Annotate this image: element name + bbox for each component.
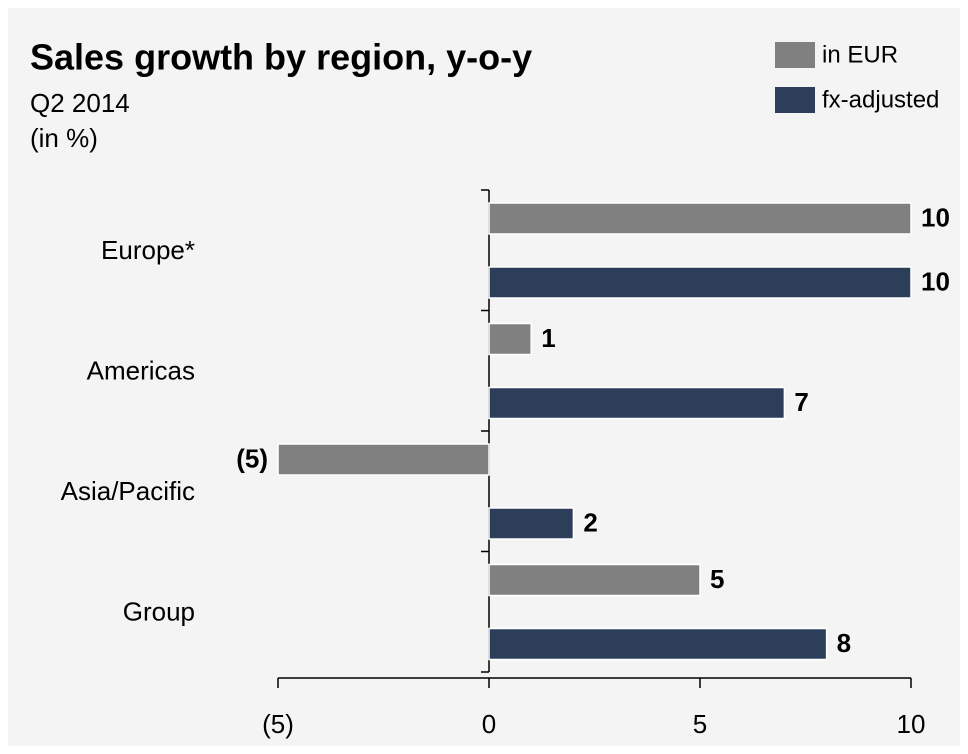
value-label: 10 — [921, 266, 950, 296]
legend-swatch — [775, 87, 815, 113]
value-label: 10 — [921, 202, 950, 232]
x-tick-label: 5 — [693, 709, 707, 739]
bar — [488, 266, 912, 299]
subtitle: Q2 2014 — [30, 88, 130, 118]
bar — [488, 386, 786, 420]
subtitle: (in %) — [30, 123, 98, 153]
panel — [8, 8, 960, 746]
bar — [488, 507, 575, 540]
bar — [488, 627, 828, 661]
bar — [277, 443, 490, 476]
value-label: 1 — [541, 323, 555, 353]
value-label: 2 — [583, 507, 597, 537]
category-label: Group — [123, 597, 195, 627]
value-label: 8 — [837, 628, 851, 658]
bar — [488, 322, 532, 356]
legend-label: in EUR — [822, 41, 898, 68]
x-tick-label: 0 — [482, 709, 496, 739]
value-label: 7 — [794, 387, 808, 417]
bar — [488, 202, 912, 235]
legend-label: fx-adjusted — [822, 86, 939, 113]
bar — [488, 563, 701, 597]
category-label: Asia/Pacific — [61, 476, 195, 506]
category-label: Europe* — [101, 235, 195, 265]
value-label: (5) — [236, 443, 268, 473]
category-label: Americas — [87, 356, 195, 386]
chart-title: Sales growth by region, y-o-y — [30, 37, 532, 78]
x-tick-label: (5) — [262, 709, 294, 739]
legend-swatch — [775, 42, 815, 68]
value-label: 5 — [710, 564, 724, 594]
x-tick-label: 10 — [897, 709, 926, 739]
